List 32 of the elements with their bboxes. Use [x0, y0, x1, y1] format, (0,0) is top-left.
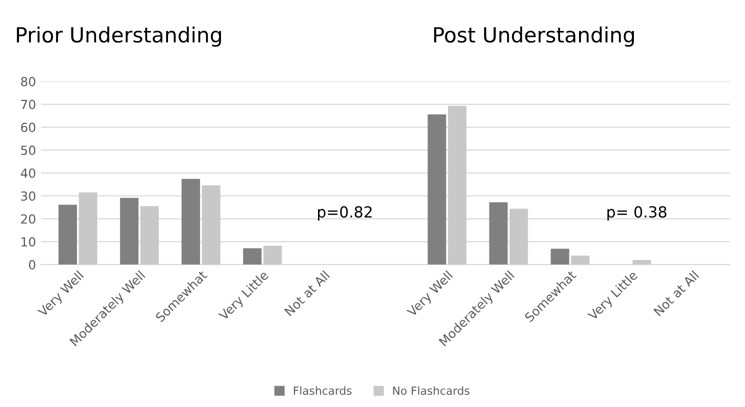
bar: [571, 256, 590, 265]
y-tick-label: 50: [21, 146, 36, 156]
y-tick-label: 20: [21, 214, 36, 224]
y-tick-label: 80: [21, 76, 36, 86]
bar: [632, 260, 652, 265]
bar: [120, 198, 138, 265]
legend-label: Flashcards: [294, 386, 352, 395]
legend-label: No Flashcards: [393, 386, 470, 395]
y-tick-label: 0: [28, 260, 36, 270]
bar: [510, 208, 528, 265]
text: Post Understanding: [434, 26, 634, 47]
y-tick-label: 40: [20, 168, 36, 178]
bar: [202, 185, 220, 265]
text: Prior Understanding: [16, 26, 221, 47]
bar: [428, 114, 446, 265]
bar: [263, 246, 282, 265]
annotation: p= 0.38: [607, 206, 666, 221]
y-tick-label: 60: [21, 122, 36, 132]
bar: [550, 248, 570, 265]
bar: [243, 248, 262, 265]
bar: [58, 204, 77, 265]
bar: [489, 202, 508, 265]
bar: [182, 178, 200, 265]
bar: [448, 106, 466, 265]
bar: [78, 192, 98, 265]
x-tick-label: Not at All: [284, 270, 330, 316]
x-tick-label: Not at All: [653, 270, 700, 316]
y-tick-label: 30: [21, 191, 36, 201]
y-tick-label: 10: [22, 237, 36, 247]
y-tick-label: 70: [21, 100, 36, 110]
annotation: p=0.82: [318, 206, 372, 221]
bar: [140, 206, 159, 265]
